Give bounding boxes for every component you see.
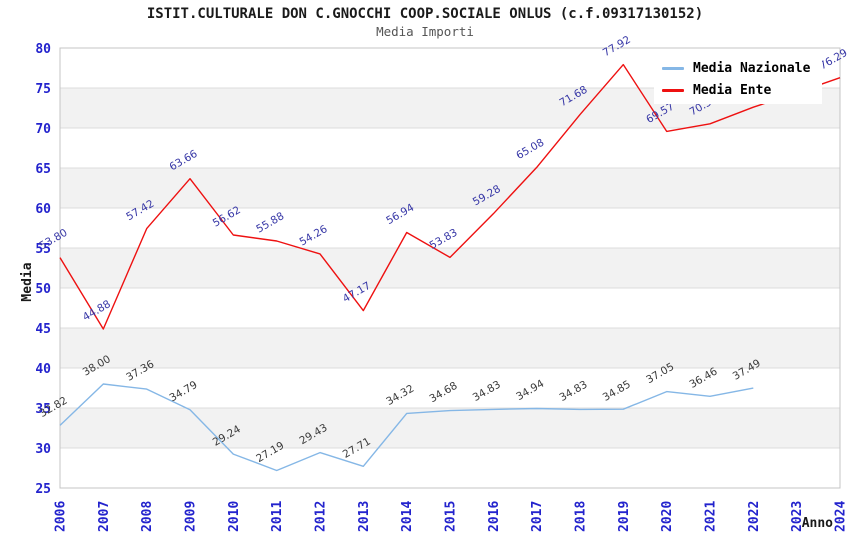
series-line-media-nazionale — [59, 383, 754, 472]
plot-band — [60, 168, 840, 208]
y-axis-tick-label: 65 — [35, 162, 51, 177]
y-axis-tick-label: 70 — [35, 122, 51, 137]
y-axis-tick-label: 60 — [35, 202, 51, 217]
data-point-label: 36.46 — [688, 365, 720, 391]
data-point-label: 34.83 — [471, 379, 503, 404]
y-axis-tick-label: 75 — [35, 82, 51, 97]
x-axis-tick-label: 2023 — [790, 501, 805, 532]
plot-border — [59, 47, 841, 489]
data-point-label: 65.08 — [514, 137, 546, 162]
plot-band — [60, 408, 840, 448]
series-line-media-ente — [59, 63, 841, 330]
x-axis-tick-label: 2010 — [227, 501, 242, 532]
y-axis-tick-label: 25 — [35, 482, 51, 497]
chart-legend: Media Nazionale Media Ente — [654, 55, 823, 104]
x-axis-tick-label: 2011 — [270, 501, 285, 532]
y-axis-tick-label: 55 — [35, 242, 51, 257]
chart-subtitle: Media Importi — [376, 24, 474, 39]
legend-item-media-nazionale: Media Nazionale — [662, 61, 810, 76]
x-axis-title: Anno — [802, 516, 833, 531]
y-axis-tick-label: 30 — [35, 442, 51, 457]
y-axis-tick-label: 50 — [35, 282, 51, 297]
x-axis-tick-label: 2016 — [487, 501, 502, 532]
chart-title: ISTIT.CULTURALE DON C.GNOCCHI COOP.SOCIA… — [146, 6, 704, 22]
x-axis-tick-label: 2024 — [834, 501, 849, 532]
x-axis-tick-label: 2017 — [530, 501, 545, 532]
x-axis-tick-label: 2021 — [704, 501, 719, 532]
x-axis-tick-label: 2012 — [314, 501, 329, 532]
legend-swatch-blue-line-icon — [662, 67, 684, 70]
x-axis-tick-label: 2019 — [617, 501, 632, 532]
x-axis-tick-label: 2018 — [574, 501, 589, 532]
data-point-label: 34.68 — [428, 380, 460, 405]
x-axis-tick-label: 2007 — [97, 501, 112, 532]
legend-label: Media Ente — [693, 83, 772, 98]
y-axis-tick-label: 35 — [35, 402, 51, 417]
x-axis-tick-label: 2015 — [444, 501, 459, 532]
x-axis-tick-label: 2009 — [184, 501, 199, 532]
legend-item-media-ente: Media Ente — [662, 83, 810, 98]
y-axis-tick-label: 40 — [35, 362, 51, 377]
y-axis-title: Media — [20, 262, 35, 301]
data-point-label: 54.26 — [298, 223, 330, 249]
data-point-label: 34.32 — [384, 383, 416, 408]
plot-band — [60, 248, 840, 288]
data-point-label: 55.88 — [254, 210, 286, 235]
data-point-label: 34.94 — [514, 378, 546, 404]
y-axis-tick-label: 80 — [35, 42, 51, 57]
x-axis-tick-label: 2006 — [54, 501, 69, 532]
legend-label: Media Nazionale — [693, 61, 811, 76]
x-axis-tick-label: 2020 — [660, 501, 675, 532]
y-axis-tick-label: 45 — [35, 322, 51, 337]
data-point-label: 34.83 — [558, 379, 590, 404]
x-axis-tick-label: 2022 — [747, 501, 762, 532]
x-axis-tick-label: 2008 — [140, 501, 155, 532]
x-axis-tick-label: 2013 — [357, 501, 372, 532]
data-point-label: 34.79 — [168, 379, 200, 404]
data-point-label: 34.85 — [601, 378, 633, 403]
plot-band — [60, 328, 840, 368]
x-axis-tick-label: 2014 — [400, 501, 415, 532]
legend-swatch-red-line-icon — [662, 89, 684, 92]
